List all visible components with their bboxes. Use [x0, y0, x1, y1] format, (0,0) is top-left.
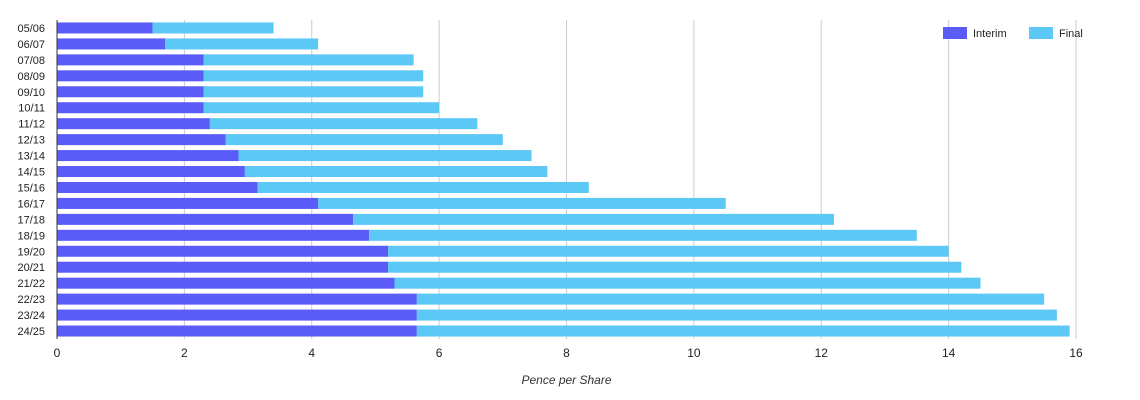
bar-interim-10-11	[57, 102, 204, 114]
bar-interim-05-06	[57, 22, 153, 34]
bar-final-23-24	[416, 309, 1057, 321]
category-labels: 05/06 06/07 07/08 08/09 09/10 10/11 11/12 12/13…	[17, 23, 45, 338]
bar-interim-20-21	[57, 261, 389, 273]
x-tick-label-6: 6	[436, 346, 443, 360]
bar-interim-09-10	[57, 86, 204, 98]
category-label-05-06: 05/06	[17, 23, 45, 35]
category-label-18-19: 18/19	[17, 230, 45, 242]
legend-swatch-interim	[943, 27, 967, 39]
legend: Interim Final	[943, 27, 1083, 40]
category-label-13-14: 13/14	[17, 151, 45, 163]
grid-lines	[183, 20, 1077, 339]
x-tick-label-4: 4	[308, 346, 315, 360]
category-label-14-15: 14/15	[17, 167, 45, 179]
category-label-06-07: 06/07	[17, 39, 45, 51]
bar-interim-18-19	[57, 229, 370, 241]
bar-final-12-13	[225, 134, 503, 146]
bar-final-24-25	[416, 325, 1070, 337]
bar-interim-16-17	[57, 197, 319, 209]
bar-interim-21-22	[57, 277, 395, 289]
x-tick-label-8: 8	[563, 346, 570, 360]
bar-interim-13-14	[57, 150, 239, 162]
category-label-09-10: 09/10	[17, 87, 45, 99]
category-label-17-18: 17/18	[17, 214, 45, 226]
bar-interim-23-24	[57, 309, 417, 321]
bar-interim-17-18	[57, 213, 354, 225]
bar-interim-06-07	[57, 38, 166, 50]
bar-interim-15-16	[57, 181, 258, 193]
bar-final-10-11	[203, 102, 440, 114]
x-tick-label-2: 2	[181, 346, 188, 360]
category-label-21-22: 21/22	[17, 278, 45, 290]
category-label-12-13: 12/13	[17, 135, 45, 147]
x-tick-labels: 0 2 4 6 8 10 12 14 16	[54, 346, 1083, 360]
category-label-22-23: 22/23	[17, 294, 45, 306]
bar-interim-14-15	[57, 166, 245, 178]
bar-interim-07-08	[57, 54, 204, 66]
category-label-07-08: 07/08	[17, 55, 45, 67]
bar-final-21-22	[394, 277, 981, 289]
bar-interim-11-12	[57, 118, 210, 130]
legend-swatch-final	[1029, 27, 1053, 39]
bars	[57, 22, 1070, 337]
legend-label-final: Final	[1059, 28, 1083, 40]
bar-interim-19-20	[57, 245, 389, 257]
x-tick-label-12: 12	[815, 346, 829, 360]
category-label-16-17: 16/17	[17, 198, 45, 210]
bar-final-14-15	[244, 166, 548, 178]
category-label-20-21: 20/21	[17, 262, 45, 274]
bar-final-22-23	[416, 293, 1045, 305]
bar-final-06-07	[165, 38, 319, 50]
bar-final-05-06	[152, 22, 274, 34]
bar-final-07-08	[203, 54, 414, 66]
category-label-19-20: 19/20	[17, 246, 45, 258]
category-label-15-16: 15/16	[17, 182, 45, 194]
category-label-11-12: 11/12	[18, 119, 45, 131]
bar-final-09-10	[203, 86, 424, 98]
category-label-23-24: 23/24	[17, 310, 45, 322]
bar-final-08-09	[203, 70, 424, 82]
bar-interim-08-09	[57, 70, 204, 82]
category-label-08-09: 08/09	[17, 71, 45, 83]
bar-final-17-18	[353, 213, 834, 225]
bar-interim-22-23	[57, 293, 417, 305]
x-tick-label-14: 14	[942, 346, 956, 360]
bar-final-18-19	[369, 229, 917, 241]
category-label-10-11: 10/11	[18, 103, 45, 115]
bar-final-15-16	[257, 181, 589, 193]
legend-label-interim: Interim	[973, 28, 1007, 40]
bar-final-11-12	[209, 118, 478, 130]
bar-final-13-14	[238, 150, 532, 162]
bar-interim-12-13	[57, 134, 226, 146]
bar-final-20-21	[388, 261, 962, 273]
x-tick-label-10: 10	[687, 346, 701, 360]
x-axis-label: Pence per Share	[521, 373, 611, 387]
category-label-24-25: 24/25	[17, 326, 45, 338]
bar-interim-24-25	[57, 325, 417, 337]
x-tick-label-16: 16	[1069, 346, 1083, 360]
bar-final-16-17	[318, 197, 726, 209]
bar-final-19-20	[388, 245, 949, 257]
x-tick-label-0: 0	[54, 346, 61, 360]
